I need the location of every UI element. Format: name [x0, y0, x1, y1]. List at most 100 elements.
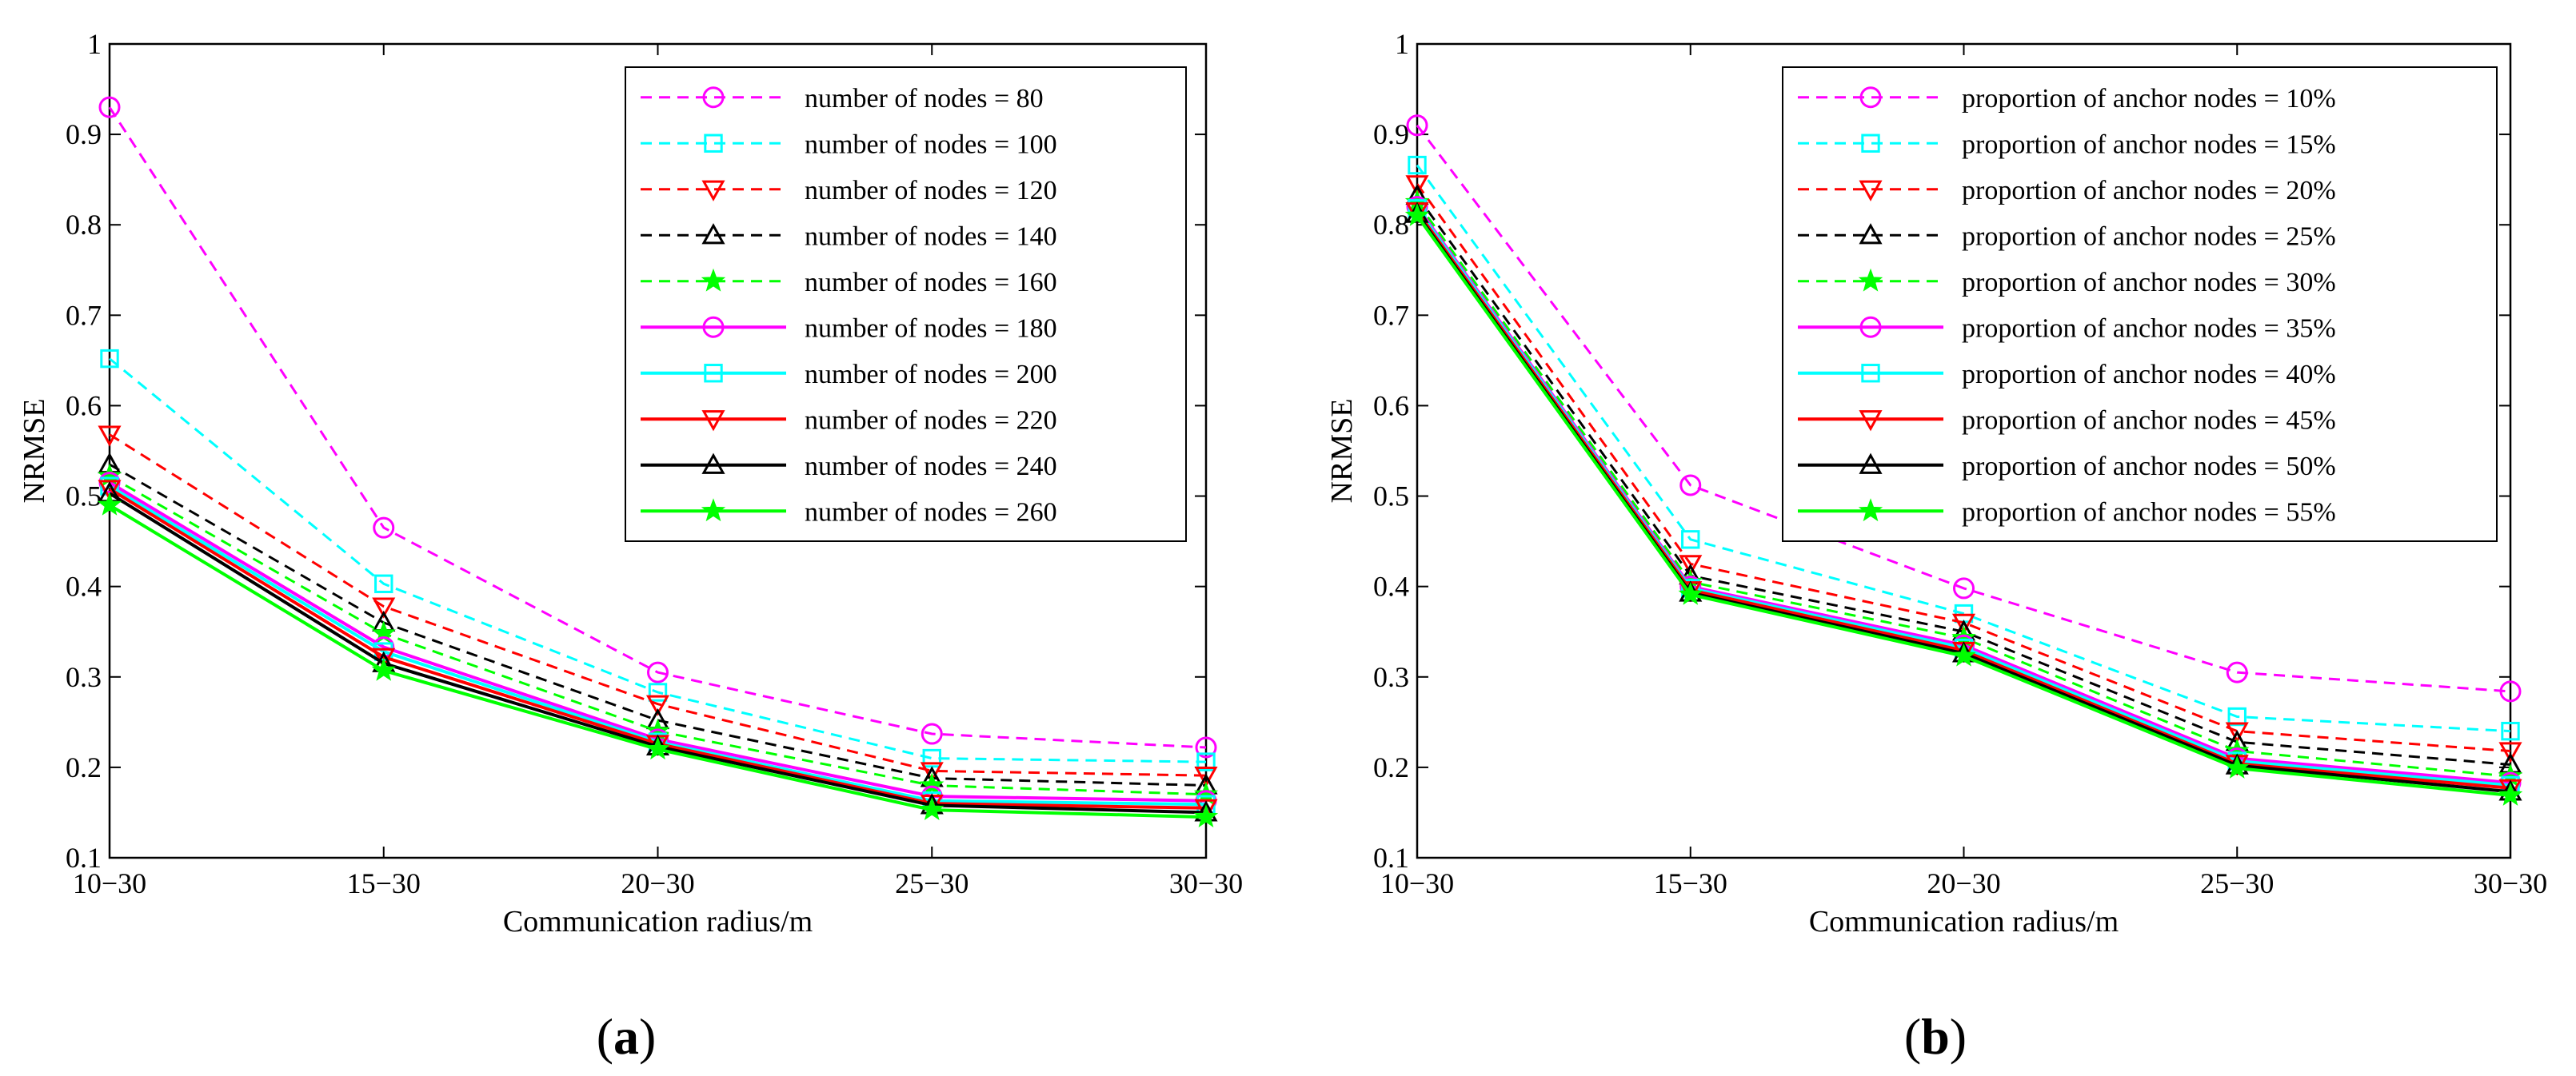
- legend-label: number of nodes = 200: [805, 360, 1057, 389]
- legend-label: number of nodes = 240: [805, 452, 1057, 481]
- data-point-marker: [1678, 581, 1703, 605]
- legend-marker: [1859, 86, 1882, 109]
- panel-label-open-paren: (: [1904, 1008, 1921, 1065]
- legend-item: proportion of anchor nodes = 50%: [1798, 452, 2336, 481]
- legend-marker: [701, 268, 726, 292]
- legend-label: number of nodes = 260: [805, 497, 1057, 527]
- data-point-marker: [98, 425, 122, 447]
- legend-item: proportion of anchor nodes = 45%: [1798, 405, 2336, 435]
- panel-label-letter: b: [1921, 1008, 1950, 1065]
- y-tick-label: 0.6: [1373, 389, 1409, 421]
- x-tick-label: 15−30: [347, 867, 421, 899]
- data-point-marker: [98, 480, 122, 501]
- data-point-marker: [2227, 707, 2247, 727]
- data-point-marker: [1195, 736, 1217, 759]
- series-line: [1416, 124, 2511, 693]
- data-point-marker: [648, 683, 668, 702]
- legend-marker: [701, 498, 726, 522]
- series-group: [1404, 114, 2523, 806]
- y-axis: 0.1 0.2 0.3 0.4 0.5 0.6 0.7 0.8 0.9 1: [1373, 28, 2510, 874]
- legend-marker: [704, 364, 723, 383]
- x-axis: 10−30 15−30 20−30 25−30 30−30: [73, 44, 1243, 899]
- legend-item: number of nodes = 200: [641, 360, 1057, 389]
- legend: proportion of anchor nodes = 10% proporti…: [1782, 66, 2498, 542]
- legend-marker: [704, 134, 723, 153]
- data-point-marker: [1405, 175, 1429, 197]
- legend-item: proportion of anchor nodes = 10%: [1798, 84, 2336, 114]
- chart-panel-a: 0.1 0.2 0.3 0.4 0.5 0.6 0.7 0.8 0.9 1 10−30 15−30 20…: [18, 28, 1243, 1065]
- data-point-marker: [371, 657, 396, 681]
- legend-item: number of nodes = 100: [641, 130, 1057, 159]
- legend-marker: [1859, 452, 1883, 474]
- x-axis-label: Communication radius/m: [1809, 905, 2119, 939]
- data-point-marker: [98, 96, 121, 118]
- series-10: [1404, 202, 2523, 806]
- data-point-marker: [1951, 613, 1976, 635]
- legend-label: number of nodes = 140: [805, 221, 1057, 251]
- data-point-marker: [920, 762, 944, 783]
- y-axis-label: NRMSE: [18, 399, 51, 504]
- data-point-marker: [920, 772, 945, 796]
- series-1: [98, 96, 1217, 759]
- legend-label: number of nodes = 120: [805, 176, 1057, 205]
- series-line: [108, 106, 1207, 749]
- series-line: [1416, 183, 2511, 752]
- legend-label: proportion of anchor nodes = 40%: [1962, 360, 2336, 389]
- legend-label: proportion of anchor nodes = 30%: [1962, 268, 2336, 297]
- legend-item: number of nodes = 240: [641, 452, 1057, 481]
- legend-marker: [1858, 268, 1883, 292]
- y-tick-label: 0.1: [66, 842, 102, 874]
- legend: number of nodes = 80 number of nodes = 10…: [625, 66, 1187, 542]
- data-point-marker: [1951, 643, 1976, 667]
- data-point-marker: [2498, 782, 2523, 806]
- legend-marker: [1861, 364, 1880, 383]
- legend-label: proportion of anchor nodes = 55%: [1962, 497, 2336, 527]
- y-tick-label: 0.8: [1373, 209, 1409, 241]
- y-tick-label: 0.2: [66, 751, 102, 783]
- legend-item: proportion of anchor nodes = 30%: [1798, 268, 2336, 297]
- panel-label-open-paren: (: [597, 1008, 613, 1065]
- data-point-marker: [920, 797, 945, 820]
- legend-label: proportion of anchor nodes = 45%: [1962, 405, 2336, 435]
- y-tick-label: 0.4: [1373, 571, 1409, 603]
- legend-marker: [702, 316, 725, 338]
- series-line: [1416, 195, 2511, 766]
- x-tick-label: 25−30: [895, 867, 968, 899]
- y-tick-label: 0.8: [66, 209, 102, 241]
- legend-item: proportion of anchor nodes = 55%: [1798, 497, 2336, 527]
- y-tick-label: 0.6: [66, 389, 102, 421]
- legend-marker: [1858, 498, 1883, 522]
- legend-item: proportion of anchor nodes = 15%: [1798, 130, 2336, 159]
- data-point-marker: [2499, 680, 2522, 703]
- series-line: [109, 357, 1207, 763]
- legend-item: number of nodes = 140: [641, 221, 1057, 251]
- legend-item: proportion of anchor nodes = 25%: [1798, 221, 2336, 251]
- data-point-marker: [645, 695, 670, 716]
- data-point-marker: [1193, 804, 1219, 828]
- legend-label: number of nodes = 220: [805, 405, 1057, 435]
- legend-label: number of nodes = 80: [805, 84, 1044, 114]
- series-2: [100, 349, 1216, 771]
- series-3: [1405, 175, 2522, 763]
- data-point-marker: [1404, 202, 1430, 226]
- legend-item: proportion of anchor nodes = 20%: [1798, 176, 2336, 205]
- panel-label-close-paren: ): [639, 1008, 656, 1065]
- legend-box: [1782, 66, 2498, 542]
- data-point-marker: [97, 492, 122, 516]
- data-point-marker: [645, 736, 670, 760]
- series-line: [109, 433, 1207, 777]
- legend-label: number of nodes = 180: [805, 313, 1057, 343]
- data-point-marker: [1681, 530, 1700, 549]
- data-point-marker: [2498, 742, 2522, 763]
- legend-marker: [1859, 180, 1883, 201]
- legend-marker: [1859, 223, 1883, 245]
- legend-marker: [701, 410, 725, 432]
- chart-panel-b: 0.1 0.2 0.3 0.4 0.5 0.6 0.7 0.8 0.9 1 10−30 15−30 20…: [1325, 28, 2547, 1065]
- data-point-marker: [2226, 661, 2248, 683]
- series-3: [98, 425, 1218, 788]
- legend-label: proportion of anchor nodes = 15%: [1962, 130, 2336, 159]
- x-tick-label: 10−30: [73, 867, 146, 899]
- y-tick-label: 1: [87, 28, 102, 60]
- data-point-marker: [921, 723, 943, 745]
- y-tick-label: 0.2: [1373, 751, 1409, 783]
